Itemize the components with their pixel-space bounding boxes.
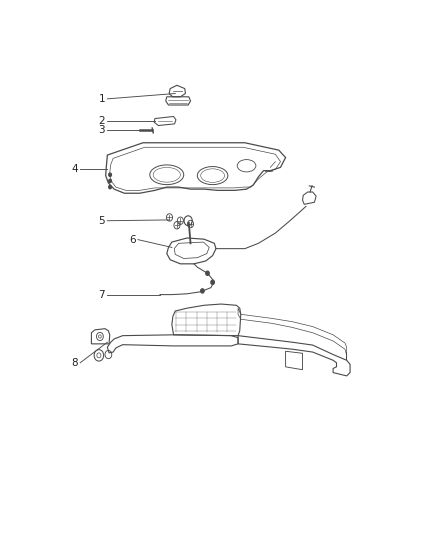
Text: 6: 6 (129, 235, 135, 245)
Circle shape (211, 280, 214, 284)
Text: 5: 5 (99, 216, 105, 226)
Circle shape (109, 179, 111, 183)
Text: 1: 1 (99, 94, 105, 104)
Text: 8: 8 (71, 358, 78, 368)
Circle shape (201, 289, 204, 293)
Text: 3: 3 (99, 125, 105, 135)
Text: 7: 7 (99, 289, 105, 300)
Circle shape (206, 271, 209, 276)
Text: 4: 4 (71, 164, 78, 174)
Text: 2: 2 (99, 116, 105, 126)
Circle shape (109, 173, 111, 176)
Circle shape (109, 185, 111, 189)
